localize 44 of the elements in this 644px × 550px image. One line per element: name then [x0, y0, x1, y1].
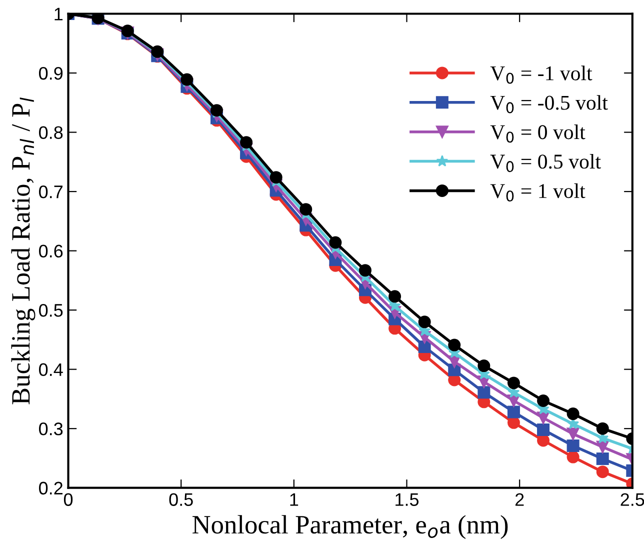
point — [566, 408, 580, 420]
point — [566, 440, 580, 452]
x-tick-label: 1.5 — [396, 493, 419, 506]
x-tick-label: 0 — [64, 493, 73, 506]
point — [478, 386, 490, 399]
x-axis-title: Nonlocal Parameter, e$_{o}$a (nm) — [192, 515, 508, 540]
point — [507, 406, 520, 418]
legend-label: V$_{0}$ = 1 volt — [490, 183, 586, 202]
point — [358, 264, 372, 277]
point — [329, 236, 342, 249]
x-tick-label: 1 — [290, 493, 298, 506]
point — [388, 290, 402, 303]
point — [566, 428, 580, 440]
y-tick-label: 0.9 — [39, 66, 63, 80]
point — [566, 450, 580, 464]
legend-label: V$_{0}$ = 0 volt — [490, 124, 586, 143]
point — [596, 466, 609, 478]
legend-label: V$_{0}$ = -1 volt — [490, 66, 592, 84]
legend-label: V$_{0}$ = 0.5 volt — [490, 154, 601, 172]
x-tick-label: 2.5 — [620, 493, 644, 506]
point — [448, 338, 461, 352]
y-tick-label: 0.8 — [39, 126, 63, 139]
point — [537, 394, 550, 407]
point — [418, 340, 431, 354]
y-axis-title: Buckling Load Ratio, P$_{nl}$ / P$_{l}$ — [11, 98, 36, 404]
point — [180, 73, 194, 86]
point — [596, 452, 609, 466]
y-tick-label: 0.6 — [39, 244, 63, 258]
x-tick-label: 0.5 — [169, 493, 193, 506]
point — [300, 203, 312, 216]
y-tick-label: 0.5 — [39, 304, 63, 317]
point — [596, 422, 609, 435]
point — [478, 360, 490, 372]
y-tick-label: 0.2 — [39, 482, 62, 495]
legend-label: V$_{0}$ = -0.5 volt — [490, 95, 608, 114]
point — [507, 376, 520, 390]
point — [537, 424, 550, 436]
y-tick-label: 0.3 — [39, 422, 63, 436]
point — [418, 316, 431, 328]
point — [270, 171, 282, 184]
y-tick-label: 0.7 — [39, 185, 62, 198]
y-tick-label: 1 — [54, 8, 63, 20]
x-tick-label: 2 — [515, 493, 524, 506]
y-tick-label: 0.4 — [39, 363, 63, 376]
